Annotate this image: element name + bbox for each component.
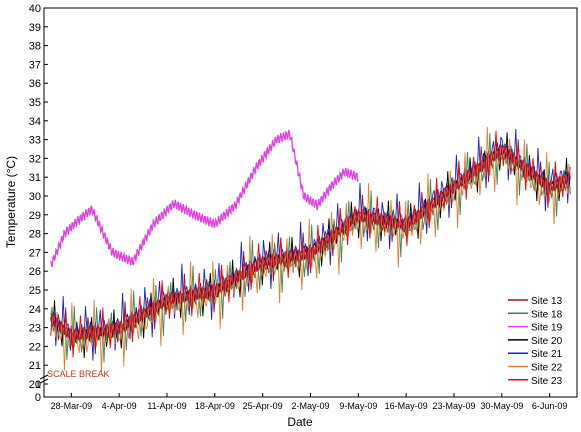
legend-label: Site 18	[531, 309, 563, 320]
legend-label: Site 22	[531, 363, 563, 374]
y-tick-label: 28	[29, 229, 41, 241]
y-tick-label: 39	[29, 22, 41, 34]
y-tick-label: 20	[29, 379, 41, 391]
x-tick-label: 23-May-09	[432, 401, 475, 411]
series-line	[50, 130, 571, 358]
x-tick-label: 30-May-09	[480, 401, 523, 411]
axis-break-mark	[39, 378, 49, 384]
y-tick-label: 29	[29, 210, 41, 222]
y-tick-label: 0	[35, 392, 41, 404]
y-tick-label: 37	[29, 59, 41, 71]
legend-label: Site 23	[531, 376, 563, 387]
legend: Site 13 Site 18 Site 19 Site 20 Site 21 Site …	[508, 296, 563, 387]
x-tick-label: 9-May-09	[339, 401, 377, 411]
x-tick-label: 4-Apr-09	[102, 401, 137, 411]
y-tick-label: 31	[29, 172, 41, 184]
y-tick-label: 1	[35, 379, 41, 391]
legend-label: Site 19	[531, 323, 563, 334]
x-tick-label: 2-May-09	[291, 401, 329, 411]
x-tick-label: 28-Mar-09	[51, 401, 93, 411]
y-tick-label: 23	[29, 323, 41, 335]
x-axis-title: Date	[287, 415, 313, 429]
y-tick-label: 35	[29, 97, 41, 109]
scale-break-label: SCALE BREAK	[47, 369, 110, 379]
y-tick-label: 27	[29, 247, 41, 259]
legend-label: Site 21	[531, 349, 563, 360]
x-tick-label: 18-Apr-09	[195, 401, 235, 411]
legend-label: Site 20	[531, 336, 563, 347]
y-tick-label: 32	[29, 153, 41, 165]
y-axis-title: Temperature (°C)	[4, 156, 18, 248]
y-tick-label: 33	[29, 135, 41, 147]
x-tick-label: 25-Apr-09	[243, 401, 283, 411]
y-tick-label: 36	[29, 78, 41, 90]
series-line	[50, 129, 359, 268]
x-axis: 28-Mar-09 4-Apr-09 11-Apr-09 18-Apr-09 25-Ap…	[51, 393, 568, 411]
x-tick-label: 16-May-09	[385, 401, 428, 411]
y-tick-label: 38	[29, 41, 41, 53]
y-tick-label: 22	[29, 341, 41, 353]
y-tick-label: 25	[29, 285, 41, 297]
x-tick-label: 11-Apr-09	[147, 401, 186, 411]
y-tick-label: 34	[29, 116, 41, 128]
series-lines	[50, 127, 571, 372]
y-tick-label: 21	[29, 360, 41, 372]
y-tick-label: 24	[29, 304, 41, 316]
y-tick-label: 30	[29, 191, 41, 203]
legend-label: Site 13	[531, 296, 563, 307]
axis-break-mark	[39, 374, 49, 380]
x-tick-label: 6-Jun-09	[532, 401, 568, 411]
y-tick-label: 26	[29, 266, 41, 278]
y-tick-label: 40	[29, 3, 41, 15]
